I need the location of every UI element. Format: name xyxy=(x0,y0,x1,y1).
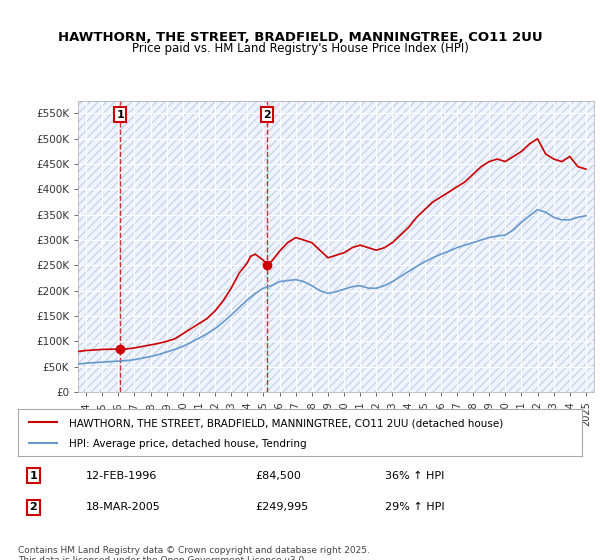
Text: Price paid vs. HM Land Registry's House Price Index (HPI): Price paid vs. HM Land Registry's House … xyxy=(131,42,469,55)
Text: £84,500: £84,500 xyxy=(255,470,301,480)
Text: HPI: Average price, detached house, Tendring: HPI: Average price, detached house, Tend… xyxy=(69,439,307,449)
Text: £249,995: £249,995 xyxy=(255,502,308,512)
Text: 36% ↑ HPI: 36% ↑ HPI xyxy=(385,470,444,480)
Text: HAWTHORN, THE STREET, BRADFIELD, MANNINGTREE, CO11 2UU (detached house): HAWTHORN, THE STREET, BRADFIELD, MANNING… xyxy=(69,418,503,428)
Text: 18-MAR-2005: 18-MAR-2005 xyxy=(86,502,160,512)
Text: 2: 2 xyxy=(29,502,37,512)
Text: 29% ↑ HPI: 29% ↑ HPI xyxy=(385,502,444,512)
Text: 1: 1 xyxy=(116,110,124,119)
Text: HAWTHORN, THE STREET, BRADFIELD, MANNINGTREE, CO11 2UU: HAWTHORN, THE STREET, BRADFIELD, MANNING… xyxy=(58,31,542,44)
Text: 2: 2 xyxy=(263,110,271,119)
Text: 1: 1 xyxy=(29,470,37,480)
Text: Contains HM Land Registry data © Crown copyright and database right 2025.
This d: Contains HM Land Registry data © Crown c… xyxy=(18,546,370,560)
Text: 12-FEB-1996: 12-FEB-1996 xyxy=(86,470,157,480)
